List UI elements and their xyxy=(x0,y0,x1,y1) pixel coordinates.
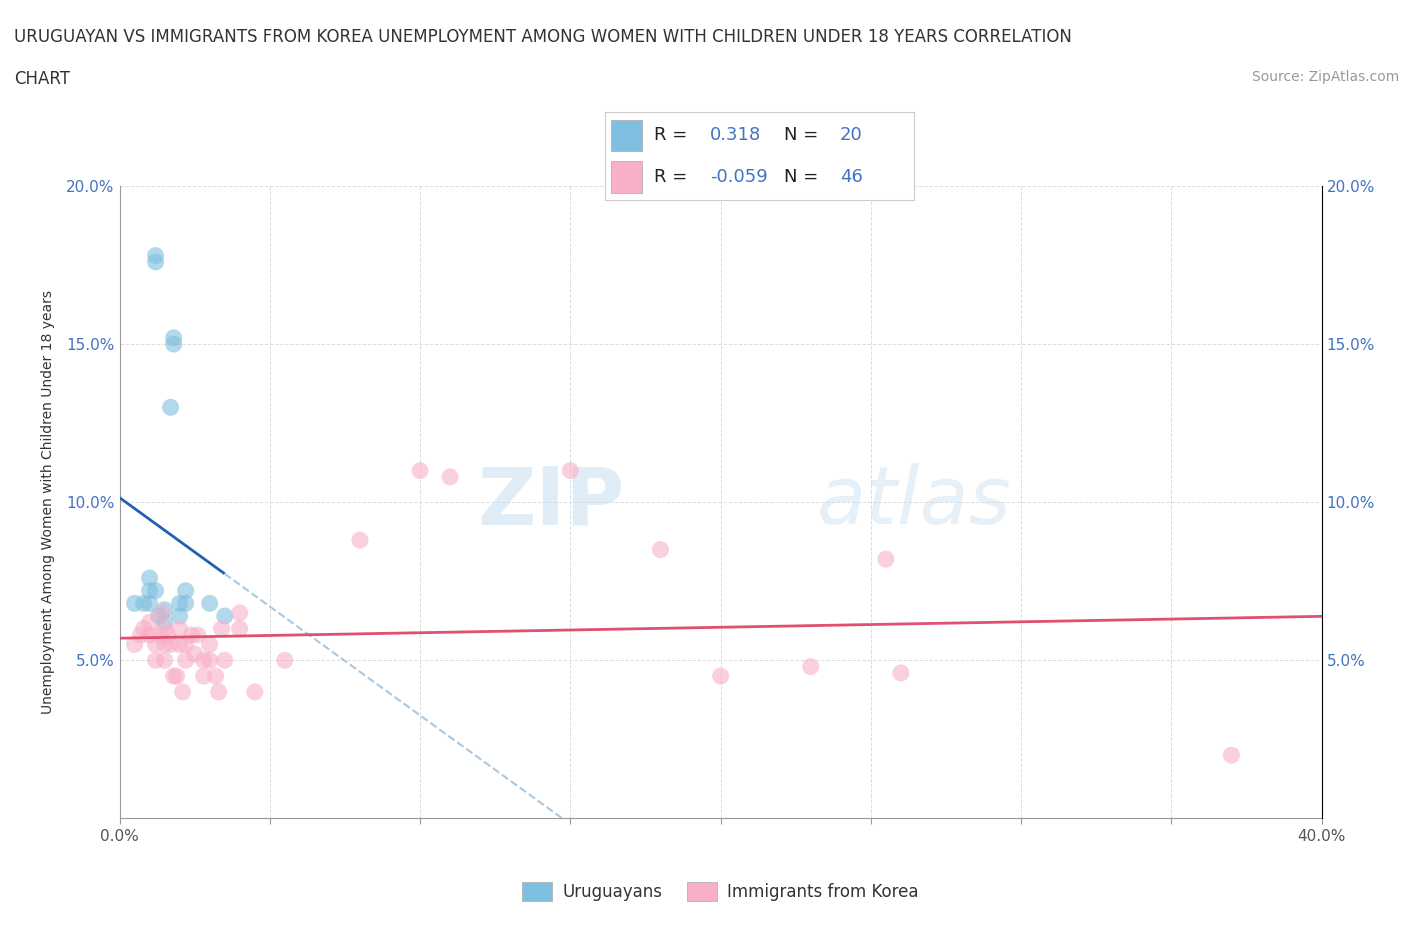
Point xyxy=(208,684,231,699)
Point xyxy=(153,637,176,652)
Point xyxy=(183,646,205,661)
Point xyxy=(132,596,155,611)
Legend: Uruguayans, Immigrants from Korea: Uruguayans, Immigrants from Korea xyxy=(516,875,925,908)
Point xyxy=(890,666,912,681)
Point xyxy=(138,583,160,598)
Text: 46: 46 xyxy=(839,168,862,186)
Point xyxy=(409,463,432,478)
Point xyxy=(169,637,191,652)
Text: 0.318: 0.318 xyxy=(710,126,761,144)
Point xyxy=(169,596,191,611)
Point xyxy=(138,596,160,611)
Text: atlas: atlas xyxy=(817,463,1011,541)
Point xyxy=(198,637,221,652)
FancyBboxPatch shape xyxy=(610,120,641,152)
Point xyxy=(148,608,170,623)
Point xyxy=(560,463,582,478)
Point xyxy=(153,621,176,636)
Point xyxy=(156,628,179,643)
Point xyxy=(153,603,176,618)
Point xyxy=(193,653,215,668)
Point xyxy=(875,551,897,566)
Point xyxy=(439,470,461,485)
Text: N =: N = xyxy=(785,126,824,144)
Text: ZIP: ZIP xyxy=(477,463,624,541)
Point xyxy=(162,669,184,684)
Point xyxy=(198,596,221,611)
Point xyxy=(349,533,371,548)
Point xyxy=(169,608,191,623)
Point xyxy=(169,621,191,636)
Point xyxy=(159,637,181,652)
FancyBboxPatch shape xyxy=(610,161,641,193)
Point xyxy=(150,605,173,620)
Point xyxy=(124,596,146,611)
Point xyxy=(162,330,184,345)
Text: -0.059: -0.059 xyxy=(710,168,768,186)
Point xyxy=(228,621,252,636)
Point xyxy=(138,571,160,586)
Point xyxy=(187,628,209,643)
Text: URUGUAYAN VS IMMIGRANTS FROM KOREA UNEMPLOYMENT AMONG WOMEN WITH CHILDREN UNDER : URUGUAYAN VS IMMIGRANTS FROM KOREA UNEMP… xyxy=(14,28,1071,46)
Point xyxy=(148,628,170,643)
Point xyxy=(198,653,221,668)
Point xyxy=(204,669,226,684)
Point xyxy=(180,628,202,643)
Point xyxy=(172,684,194,699)
Point xyxy=(243,684,266,699)
Point xyxy=(174,583,197,598)
Point xyxy=(800,659,823,674)
Text: Source: ZipAtlas.com: Source: ZipAtlas.com xyxy=(1251,70,1399,84)
Point xyxy=(132,621,155,636)
Point xyxy=(709,669,731,684)
Point xyxy=(159,400,181,415)
Point xyxy=(153,653,176,668)
Point xyxy=(228,605,252,620)
Point xyxy=(650,542,672,557)
Point xyxy=(193,669,215,684)
Point xyxy=(1220,748,1243,763)
Text: 20: 20 xyxy=(839,126,862,144)
Point xyxy=(153,615,176,630)
Point xyxy=(214,653,236,668)
Point xyxy=(145,637,167,652)
Point xyxy=(145,653,167,668)
Point xyxy=(162,337,184,352)
Point xyxy=(174,637,197,652)
Point xyxy=(138,615,160,630)
Point xyxy=(145,248,167,263)
Point xyxy=(174,596,197,611)
Point xyxy=(174,653,197,668)
Point xyxy=(129,628,152,643)
Point xyxy=(211,621,233,636)
Point xyxy=(274,653,297,668)
Point xyxy=(138,628,160,643)
Point xyxy=(214,608,236,623)
Point xyxy=(145,255,167,270)
Text: R =: R = xyxy=(654,168,693,186)
Text: N =: N = xyxy=(785,168,824,186)
Point xyxy=(124,637,146,652)
Point xyxy=(166,669,188,684)
Text: R =: R = xyxy=(654,126,693,144)
Text: CHART: CHART xyxy=(14,70,70,87)
Point xyxy=(145,583,167,598)
Y-axis label: Unemployment Among Women with Children Under 18 years: Unemployment Among Women with Children U… xyxy=(41,290,55,714)
